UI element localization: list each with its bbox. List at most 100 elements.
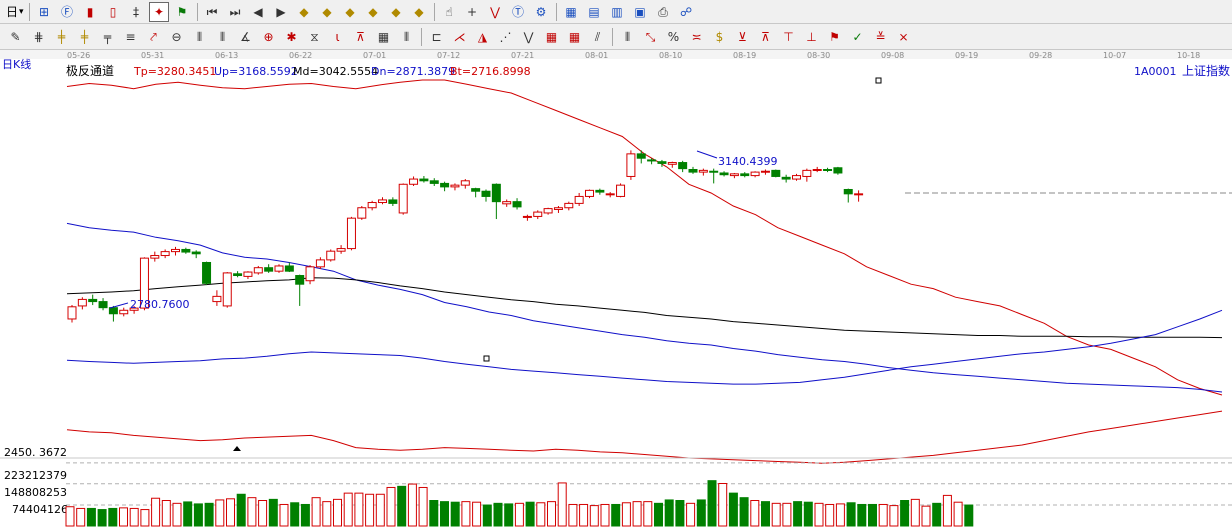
parallel-lines-icon[interactable]: ╤	[103, 29, 112, 44]
security-list-icon[interactable]: ⊞	[39, 4, 50, 19]
flag-icon[interactable]: ⚑	[176, 4, 188, 19]
arrow-draw-icon[interactable]: ⤤	[150, 29, 157, 44]
move-up-icon[interactable]: ◆	[345, 4, 355, 19]
drag-handle-bottom[interactable]	[483, 355, 490, 362]
candle-body	[522, 215, 532, 218]
volume-bar	[386, 486, 396, 527]
candle-body	[191, 251, 201, 255]
fibonacci-icon[interactable]: ⦀	[219, 29, 226, 44]
restore-icon[interactable]: ◆	[414, 4, 424, 19]
candle	[854, 190, 864, 202]
indicator-select-icon[interactable]: ✦	[149, 1, 170, 22]
volume-bar	[450, 501, 460, 527]
dollar-icon[interactable]: $	[715, 29, 724, 44]
rectangle-icon[interactable]: ⊏	[431, 29, 442, 44]
target-icon[interactable]: ⊕	[263, 29, 274, 44]
fan-lines-icon[interactable]: ⋰	[499, 29, 512, 44]
golden-ratio-icon[interactable]: ⧖	[310, 29, 319, 44]
candle	[108, 305, 118, 322]
candle-body	[419, 178, 429, 182]
percent-slash-icon[interactable]: ⤡	[645, 29, 656, 44]
save-icon[interactable]: ▣	[634, 4, 646, 19]
volume-bar	[621, 502, 631, 527]
angle-line-icon[interactable]: ∡	[240, 29, 251, 44]
candle	[750, 171, 760, 178]
grid-lines-icon[interactable]: ⋕	[33, 29, 44, 44]
box-grid-icon[interactable]: ▦	[545, 29, 558, 44]
vertical-grid-icon[interactable]: ⦀	[624, 29, 631, 44]
channel-icon[interactable]: ≡	[125, 29, 136, 44]
gann-line-icon[interactable]: ╪	[57, 29, 66, 44]
candle	[253, 265, 263, 275]
triangle-icon[interactable]: ◮	[477, 29, 488, 44]
cycle-lines-icon[interactable]: ⦀	[196, 29, 203, 44]
volume-bar	[204, 502, 214, 527]
text-mark-icon[interactable]: ≚	[875, 29, 886, 44]
buy-line-icon[interactable]: ⊤	[783, 29, 794, 44]
volume-bar	[429, 500, 439, 527]
candle-body	[605, 193, 615, 196]
candle-body	[647, 159, 657, 162]
hand-pan-icon[interactable]: ☝	[445, 4, 453, 19]
up-down-lines-icon[interactable]: ≍	[691, 29, 702, 44]
diag-lines-icon[interactable]: ⫽	[594, 29, 601, 44]
first-page-icon[interactable]: ⏮	[206, 4, 218, 19]
auto-line-icon[interactable]: ⋁	[490, 4, 500, 19]
wave-icon[interactable]: ɩ	[335, 29, 340, 44]
date-tick-label: 10-07	[1103, 51, 1126, 60]
candle	[129, 305, 139, 314]
flag-mark-icon[interactable]: ⚑	[829, 29, 840, 44]
candle	[553, 206, 563, 213]
speed-lines-icon[interactable]: ⋌	[453, 29, 466, 44]
reset-view-icon[interactable]: ◆	[391, 4, 401, 19]
volume-bar	[226, 498, 235, 527]
candle-body	[264, 267, 274, 272]
fib-retrace-icon[interactable]: ⦀	[403, 29, 410, 44]
kline-candle-icon[interactable]: ▯	[109, 4, 117, 19]
sell-line-icon[interactable]: ⊥	[806, 29, 817, 44]
notes-icon[interactable]: ▥	[611, 4, 623, 19]
print-icon[interactable]: ⎙	[658, 4, 668, 19]
compass-icon[interactable]: ✱	[286, 29, 297, 44]
check-mark-icon[interactable]: ✓	[852, 29, 863, 44]
vee-icon[interactable]: ⋁	[523, 29, 534, 44]
pencil-icon[interactable]: ✎	[10, 29, 21, 44]
candle	[771, 169, 781, 178]
gann-fan-icon[interactable]: ╪	[80, 29, 89, 44]
zoom-out-icon[interactable]: ◆	[322, 4, 332, 19]
candle	[616, 183, 626, 198]
scroll-left-icon[interactable]: ◀	[253, 4, 263, 19]
candle-body	[274, 265, 284, 272]
drag-handle-top[interactable]	[875, 77, 882, 84]
gann-square-icon[interactable]: ▦	[377, 29, 390, 44]
delete-mark-icon[interactable]: ⨯	[898, 29, 909, 44]
volume-bar	[407, 483, 417, 527]
mark-icon[interactable]: ⊼	[356, 29, 365, 44]
candle	[471, 187, 481, 198]
ellipse-icon[interactable]: ⊖	[171, 29, 182, 44]
crosshair-icon[interactable]: +	[467, 4, 478, 19]
f10-info-icon[interactable]: Ⓕ	[61, 4, 74, 19]
last-page-icon[interactable]: ⏭	[229, 4, 241, 19]
date-axis-band	[0, 50, 1232, 59]
strategy-icon[interactable]: ⚙	[535, 4, 547, 19]
percent-icon[interactable]: %	[667, 29, 680, 44]
scroll-right-icon[interactable]: ▶	[276, 4, 286, 19]
ohlc-bar-icon[interactable]: ‡	[133, 4, 140, 19]
buy-mark-icon[interactable]: ⊼	[761, 29, 770, 44]
volume-bar	[846, 502, 856, 527]
candle	[398, 183, 408, 215]
zoom-in-icon[interactable]: ◆	[299, 4, 309, 19]
toolbar-divider	[421, 27, 422, 46]
period-selector[interactable]: 日 ▾	[4, 3, 26, 20]
kline-bar-icon[interactable]: ▮	[86, 4, 94, 19]
move-down-icon[interactable]: ◆	[368, 4, 378, 19]
kline-chart[interactable]: 05-26 05-31 06-13 06-22 07-01 07-12 07-21 08-01…	[0, 50, 1232, 528]
box-grid-2-icon[interactable]: ▦	[568, 29, 581, 44]
connect-icon[interactable]: ☍	[679, 4, 693, 19]
calculator-icon[interactable]: ▤	[588, 4, 600, 19]
candle-body	[802, 169, 812, 177]
overlay-icon[interactable]: Ⓣ	[512, 4, 525, 19]
calendar-icon[interactable]: ▦	[565, 4, 577, 19]
sell-mark-icon[interactable]: ⊻	[738, 29, 747, 44]
